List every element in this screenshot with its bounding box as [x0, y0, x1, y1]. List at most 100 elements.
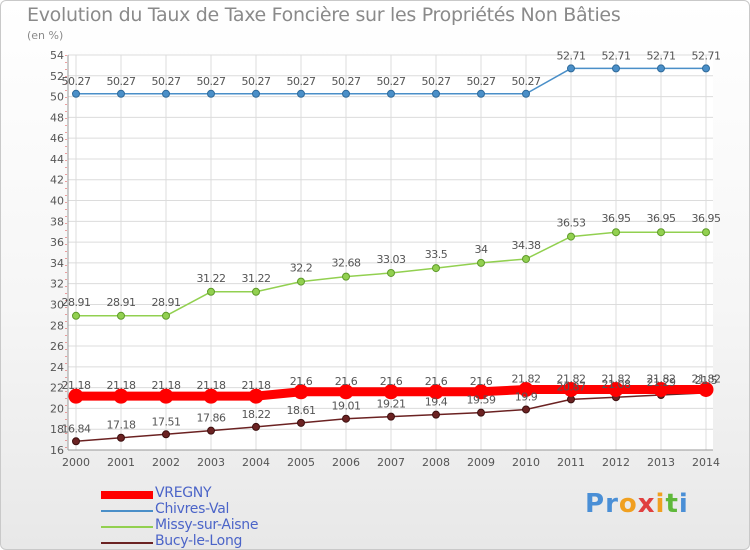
x-tick-label: 2008 [422, 456, 450, 469]
data-point-vregny [563, 382, 579, 398]
legend-swatch-bucy-le-long [101, 542, 153, 544]
x-tick-label: 2011 [557, 456, 585, 469]
x-tick-label: 2012 [602, 456, 630, 469]
data-label-chivres-val: 50.27 [512, 75, 541, 88]
data-label-chivres-val: 50.27 [422, 75, 451, 88]
data-label-vregny: 21.18 [152, 379, 181, 392]
data-point-chivres-val [252, 89, 260, 98]
data-label-chivres-val: 50.27 [152, 75, 181, 88]
chart-title: Evolution du Taux de Taxe Foncière sur l… [27, 4, 621, 26]
data-label-bucy-le-long: 19.01 [332, 400, 361, 413]
data-label-missy-sur-aisne: 33.5 [425, 248, 448, 261]
data-label-bucy-le-long: 18.61 [287, 404, 316, 417]
data-point-vregny [293, 384, 309, 400]
legend-swatch-missy-sur-aisne [101, 526, 153, 528]
y-tick-label: 38 [50, 215, 64, 228]
data-label-vregny: 21.6 [335, 375, 358, 388]
data-point-missy-sur-aisne [432, 264, 440, 273]
data-point-bucy-le-long [252, 422, 260, 431]
data-label-vregny: 21.6 [290, 375, 313, 388]
data-point-vregny [338, 384, 354, 400]
data-point-vregny [113, 388, 129, 404]
data-label-chivres-val: 50.27 [62, 75, 91, 88]
data-point-chivres-val [432, 89, 440, 98]
y-tick-label: 32 [50, 278, 64, 291]
y-tick-label: 26 [50, 340, 64, 353]
data-label-chivres-val: 50.27 [242, 75, 271, 88]
data-point-bucy-le-long [117, 433, 125, 442]
data-label-missy-sur-aisne: 28.91 [62, 296, 91, 309]
legend-swatch-vregny [101, 491, 153, 499]
data-label-vregny: 21.18 [107, 379, 136, 392]
data-label-bucy-le-long: 21.08 [602, 378, 631, 391]
data-point-missy-sur-aisne [477, 258, 485, 267]
y-tick-label: 36 [50, 236, 64, 249]
data-label-missy-sur-aisne: 28.91 [152, 296, 181, 309]
x-tick-label: 2001 [107, 456, 135, 469]
data-point-chivres-val [117, 89, 125, 98]
data-point-vregny [68, 388, 84, 404]
data-point-missy-sur-aisne [252, 287, 260, 296]
data-point-bucy-le-long [387, 412, 395, 421]
data-point-missy-sur-aisne [297, 277, 305, 286]
data-point-vregny [698, 382, 714, 398]
data-label-vregny: 21.82 [647, 373, 676, 386]
y-tick-label: 54 [50, 49, 64, 62]
data-point-missy-sur-aisne [567, 232, 575, 241]
legend-label-vregny: VREGNY [155, 485, 212, 501]
unit-label: (en %) [27, 29, 64, 42]
data-label-bucy-le-long: 21.5 [695, 374, 718, 387]
data-point-chivres-val [612, 64, 620, 73]
data-point-chivres-val [567, 64, 575, 73]
data-point-bucy-le-long [162, 430, 170, 439]
data-label-chivres-val: 50.27 [197, 75, 226, 88]
data-point-chivres-val [207, 89, 215, 98]
y-tick-label: 16 [50, 444, 64, 457]
data-label-missy-sur-aisne: 36.95 [647, 212, 676, 225]
data-point-missy-sur-aisne [162, 311, 170, 320]
data-label-vregny: 21.6 [380, 375, 403, 388]
data-point-chivres-val [72, 89, 80, 98]
data-label-missy-sur-aisne: 36.95 [602, 212, 631, 225]
y-tick-label: 30 [50, 298, 64, 311]
data-label-missy-sur-aisne: 34 [475, 243, 488, 256]
y-tick-label: 34 [50, 257, 64, 270]
data-label-bucy-le-long: 19.59 [467, 394, 496, 407]
data-point-vregny [158, 388, 174, 404]
y-tick-label: 18 [50, 423, 64, 436]
data-label-bucy-le-long: 19.21 [377, 398, 406, 411]
data-label-vregny: 21.82 [692, 373, 721, 386]
x-tick-label: 2005 [287, 456, 315, 469]
data-label-chivres-val: 52.71 [602, 49, 631, 62]
data-label-bucy-le-long: 18.22 [242, 408, 271, 421]
legend-label-bucy-le-long: Bucy-le-Long [155, 533, 243, 549]
data-label-vregny: 21.18 [197, 379, 226, 392]
data-point-bucy-le-long [72, 437, 80, 446]
data-point-missy-sur-aisne [657, 228, 665, 237]
data-label-chivres-val: 50.27 [332, 75, 361, 88]
data-point-bucy-le-long [477, 408, 485, 417]
x-tick-label: 2006 [332, 456, 360, 469]
data-point-vregny [428, 384, 444, 400]
data-label-missy-sur-aisne: 31.22 [242, 272, 271, 285]
legend-label-missy-sur-aisne: Missy-sur-Aisne [155, 517, 259, 533]
y-tick-label: 44 [50, 153, 64, 166]
data-point-vregny [518, 382, 534, 398]
data-point-missy-sur-aisne [702, 228, 710, 237]
data-point-vregny [608, 382, 624, 398]
data-point-vregny [473, 384, 489, 400]
y-tick-label: 50 [50, 91, 64, 104]
data-point-vregny [203, 388, 219, 404]
data-point-vregny [383, 384, 399, 400]
data-label-vregny: 21.82 [557, 373, 586, 386]
data-label-vregny: 21.6 [425, 375, 448, 388]
data-point-missy-sur-aisne [387, 268, 395, 277]
data-label-missy-sur-aisne: 28.91 [107, 296, 136, 309]
data-point-chivres-val [702, 64, 710, 73]
data-label-missy-sur-aisne: 34.38 [512, 239, 541, 252]
data-point-missy-sur-aisne [207, 287, 215, 296]
data-label-bucy-le-long: 19.9 [515, 390, 538, 403]
logo-letter: P [585, 489, 606, 519]
data-point-missy-sur-aisne [342, 272, 350, 281]
data-point-missy-sur-aisne [72, 311, 80, 320]
